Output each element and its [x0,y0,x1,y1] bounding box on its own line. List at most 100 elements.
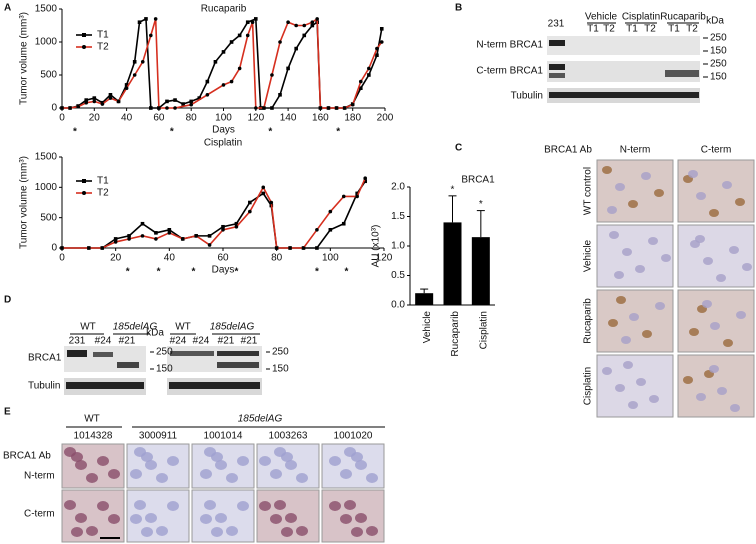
point [350,102,355,107]
lane-label: T2 [603,24,615,35]
sample-label: 1003263 [269,431,308,442]
nucleus [167,501,179,511]
column-label: C-term [701,145,732,156]
nucleus [615,183,625,191]
row-label: Tubulin [28,381,60,392]
unit-label: kDa [146,328,164,339]
row-label: WT control [583,167,594,215]
bar [471,237,490,305]
point [113,240,118,244]
point [286,20,290,25]
nucleus [226,526,238,536]
point [100,246,105,250]
series-line [62,177,366,249]
nucleus [696,192,706,200]
dosing-marker: * [344,267,348,278]
point [294,46,298,51]
point [154,237,158,241]
nucleus [730,404,740,412]
point [270,106,274,110]
nucleus [629,313,639,321]
blot-band [170,351,214,356]
nucleus [654,189,664,197]
point [254,17,258,21]
dosing-marker: * [268,127,272,138]
point [173,106,177,110]
nucleus [237,501,249,511]
lane-label: #21 [218,336,235,347]
point [363,179,368,184]
point [254,106,258,110]
lane-label: #24 [95,336,112,347]
blot-strip [547,36,700,55]
lane-label: 231 [69,336,86,347]
point [286,66,290,71]
point [92,96,97,100]
legend-label: T2 [97,188,109,199]
point [234,224,239,229]
point [341,194,346,199]
x-tick-label: 120 [247,113,264,124]
dosing-marker: * [234,267,238,278]
nucleus [215,513,227,523]
point [149,106,153,110]
group-label: 185delAG [210,322,255,333]
x-tick-label: 140 [280,113,297,124]
nucleus [75,460,87,470]
point [358,86,363,90]
antibody-label: BRCA1 Ab [544,145,592,156]
significance-mark: * [451,184,455,195]
nucleus [709,365,719,373]
point [189,102,193,107]
dosing-marker: * [315,267,319,278]
point [149,33,153,38]
group-label: 185delAG [113,322,158,333]
nucleus [602,166,612,174]
row-label: Tubulin [511,91,543,102]
sample-label: 1001020 [334,431,373,442]
dosing-marker: * [170,127,174,138]
dosing-marker: * [126,267,130,278]
nucleus [75,513,87,523]
point [127,234,131,238]
nucleus [329,501,341,511]
point [269,200,274,205]
point [270,73,274,77]
panel-letter: C [455,143,462,154]
y-tick-label: 0.0 [391,300,405,311]
nucleus [696,393,706,401]
ihc-image [677,354,755,418]
point [237,33,242,38]
x-tick-label: 100 [322,253,339,264]
group-label: Vehicle [585,12,618,23]
point [310,20,315,25]
x-tick-label: 20 [89,113,101,124]
column-label: N-term [620,145,651,156]
panel-letter: A [4,3,11,14]
nucleus [621,336,631,344]
chart-title: BRCA1 [461,175,495,186]
nucleus [642,330,652,338]
point [221,50,226,54]
nucleus [156,473,168,483]
chart-title: Rucaparib [201,4,247,15]
point [301,246,306,250]
nucleus [274,500,286,510]
point [84,98,89,102]
point [116,99,121,104]
legend-label: T1 [97,30,109,41]
row-label: C-term BRCA1 [476,66,543,77]
nucleus [237,456,249,466]
point [245,20,250,24]
nucleus [134,500,146,510]
nucleus [736,311,746,319]
point [302,23,307,28]
x-tick-label: 100 [215,113,232,124]
blot-band [549,73,565,78]
lane-label: T2 [686,24,698,35]
y-tick-label: 1.5 [391,211,405,222]
lane-label: 231 [548,19,565,30]
group-label: WT [175,322,191,333]
size-marker: 150 [710,72,727,83]
x-tick-label: 20 [110,253,122,264]
